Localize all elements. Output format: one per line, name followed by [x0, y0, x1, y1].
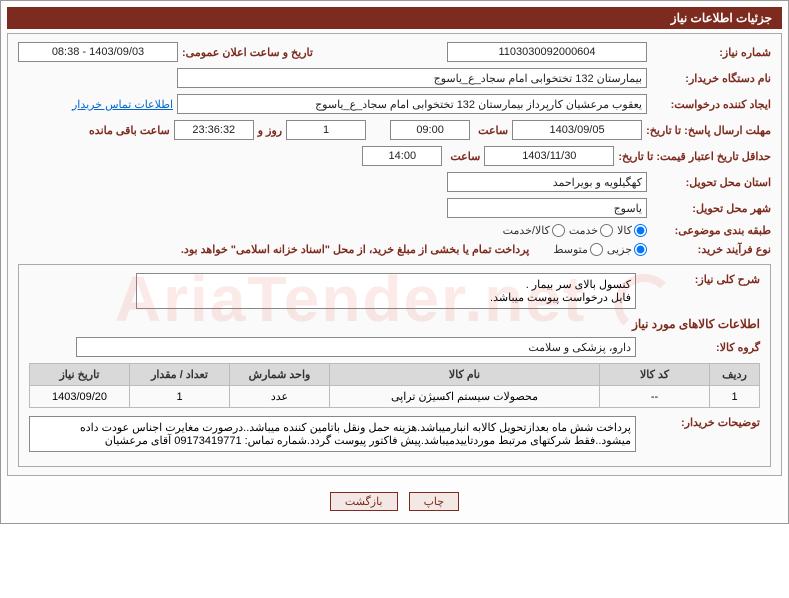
time-label-1: ساعت: [474, 124, 508, 137]
group-label: گروه کالا:: [640, 341, 760, 354]
category-radio-set: کالا خدمت کالا/خدمت: [503, 224, 647, 237]
city-value: یاسوج: [447, 198, 647, 218]
td-date: 1403/09/20: [30, 386, 130, 408]
row-category: طبقه بندی موضوعی: کالا خدمت کالا/خدمت: [18, 224, 771, 237]
radio-medium-label: متوسط: [553, 243, 588, 256]
form-panel: شماره نیاز: 1103030092000604 تاریخ و ساع…: [7, 33, 782, 476]
radio-goods-input[interactable]: [634, 224, 647, 237]
category-label: طبقه بندی موضوعی:: [651, 224, 771, 237]
buyer-org-value: بیمارستان 132 تختخوابی امام سجاد_ع_یاسوج: [177, 68, 647, 88]
buyer-org-label: نام دستگاه خریدار:: [651, 72, 771, 85]
table-row: 1 -- محصولات سیستم اکسیژن تراپی عدد 1 14…: [30, 386, 760, 408]
announce-label: تاریخ و ساعت اعلان عمومی:: [182, 46, 313, 59]
row-city: شهر محل تحویل: یاسوج: [18, 198, 771, 218]
th-name: نام کالا: [330, 364, 600, 386]
time-label-2: ساعت: [446, 150, 480, 163]
th-row: ردیف: [710, 364, 760, 386]
td-unit: عدد: [230, 386, 330, 408]
radio-goods[interactable]: کالا: [617, 224, 647, 237]
countdown-remain-label: ساعت باقی مانده: [89, 124, 170, 137]
need-number-label: شماره نیاز:: [651, 46, 771, 59]
page-wrapper: جزئیات اطلاعات نیاز شماره نیاز: 11030300…: [0, 0, 789, 524]
td-name: محصولات سیستم اکسیژن تراپی: [330, 386, 600, 408]
th-date: تاریخ نیاز: [30, 364, 130, 386]
radio-partial-label: جزیی: [607, 243, 632, 256]
summary-line2: فایل درخواست پیوست میباشد.: [141, 291, 631, 304]
price-valid-time: 14:00: [362, 146, 442, 166]
contact-link[interactable]: اطلاعات تماس خریدار: [72, 98, 173, 111]
payment-note: پرداخت تمام یا بخشی از مبلغ خرید، از محل…: [181, 243, 529, 256]
requester-label: ایجاد کننده درخواست:: [651, 98, 771, 111]
panel-title: جزئیات اطلاعات نیاز: [671, 11, 772, 25]
days-remaining: 1: [286, 120, 366, 140]
td-code: --: [600, 386, 710, 408]
td-row: 1: [710, 386, 760, 408]
th-qty: تعداد / مقدار: [130, 364, 230, 386]
row-process: نوع فرآیند خرید: جزیی متوسط پرداخت تمام …: [18, 243, 771, 256]
reply-deadline-label: مهلت ارسال پاسخ: تا تاریخ:: [646, 124, 771, 137]
radio-service-input[interactable]: [600, 224, 613, 237]
radio-medium-input[interactable]: [590, 243, 603, 256]
row-buyer-notes: توضیحات خریدار: پرداخت شش ماه بعدازتحویل…: [29, 416, 760, 452]
announce-value: 1403/09/03 - 08:38: [18, 42, 178, 62]
radio-both-label: کالا/خدمت: [503, 224, 550, 237]
summary-label: شرح کلی نیاز:: [640, 273, 760, 286]
need-number-value: 1103030092000604: [447, 42, 647, 62]
requester-value: یعقوب مرعشیان کارپرداز بیمارستان 132 تخت…: [177, 94, 647, 114]
city-label: شهر محل تحویل:: [651, 202, 771, 215]
button-row: چاپ بازگشت: [7, 486, 782, 517]
row-buyer-org: نام دستگاه خریدار: بیمارستان 132 تختخواب…: [18, 68, 771, 88]
items-section-title: اطلاعات کالاهای مورد نیاز: [29, 317, 760, 331]
price-valid-date: 1403/11/30: [484, 146, 614, 166]
summary-panel: شرح کلی نیاز: کنسول بالای سر بیمار . فای…: [18, 264, 771, 467]
reply-deadline-date: 1403/09/05: [512, 120, 642, 140]
radio-service-label: خدمت: [569, 224, 598, 237]
row-summary: شرح کلی نیاز: کنسول بالای سر بیمار . فای…: [29, 273, 760, 309]
process-radio-set: جزیی متوسط: [553, 243, 647, 256]
row-requester: ایجاد کننده درخواست: یعقوب مرعشیان کارپر…: [18, 94, 771, 114]
radio-partial[interactable]: جزیی: [607, 243, 647, 256]
row-province: استان محل تحویل: کهگیلویه و بویراحمد: [18, 172, 771, 192]
row-reply-deadline: مهلت ارسال پاسخ: تا تاریخ: 1403/09/05 سا…: [18, 120, 771, 140]
items-table: ردیف کد کالا نام کالا واحد شمارش تعداد /…: [29, 363, 760, 408]
reply-deadline-time: 09:00: [390, 120, 470, 140]
summary-line1: کنسول بالای سر بیمار .: [141, 278, 631, 291]
radio-service[interactable]: خدمت: [569, 224, 613, 237]
table-header-row: ردیف کد کالا نام کالا واحد شمارش تعداد /…: [30, 364, 760, 386]
radio-partial-input[interactable]: [634, 243, 647, 256]
summary-box: کنسول بالای سر بیمار . فایل درخواست پیوس…: [136, 273, 636, 309]
radio-both-input[interactable]: [552, 224, 565, 237]
back-button[interactable]: بازگشت: [330, 492, 398, 511]
process-label: نوع فرآیند خرید:: [651, 243, 771, 256]
th-unit: واحد شمارش: [230, 364, 330, 386]
price-valid-label: حداقل تاریخ اعتبار قیمت: تا تاریخ:: [618, 150, 771, 163]
row-group: گروه کالا: دارو، پزشکی و سلامت: [29, 337, 760, 357]
row-need-number: شماره نیاز: 1103030092000604 تاریخ و ساع…: [18, 42, 771, 62]
countdown-time: 23:36:32: [174, 120, 254, 140]
radio-goods-label: کالا: [617, 224, 632, 237]
province-value: کهگیلویه و بویراحمد: [447, 172, 647, 192]
td-qty: 1: [130, 386, 230, 408]
buyer-notes-box: پرداخت شش ماه بعدازتحویل کالابه انبارمیب…: [29, 416, 636, 452]
group-value: دارو، پزشکی و سلامت: [76, 337, 636, 357]
print-button[interactable]: چاپ: [409, 492, 460, 511]
province-label: استان محل تحویل:: [651, 176, 771, 189]
radio-both[interactable]: کالا/خدمت: [503, 224, 565, 237]
buyer-notes-label: توضیحات خریدار:: [640, 416, 760, 429]
radio-medium[interactable]: متوسط: [553, 243, 603, 256]
row-price-valid: حداقل تاریخ اعتبار قیمت: تا تاریخ: 1403/…: [18, 146, 771, 166]
panel-header: جزئیات اطلاعات نیاز: [7, 7, 782, 29]
days-and-label: روز و: [258, 124, 282, 137]
th-code: کد کالا: [600, 364, 710, 386]
